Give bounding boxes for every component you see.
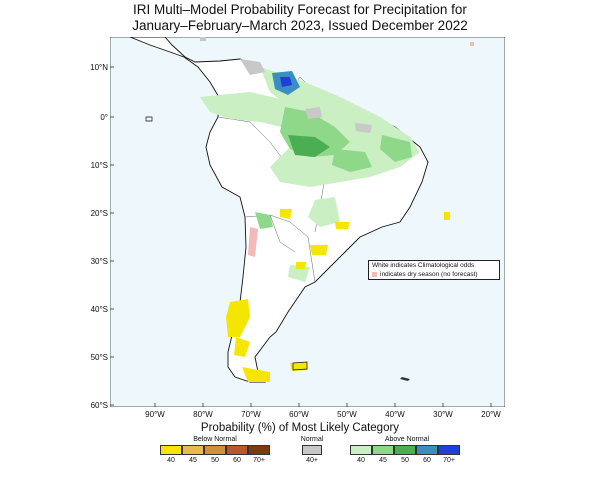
swatch-normal-40 [302, 445, 322, 455]
axis-ticks [110, 66, 492, 407]
tick-below-70: 70+ [253, 457, 265, 464]
falkland-islands [292, 361, 308, 371]
lat-label-0: 0° [100, 113, 108, 122]
lon-label-70w: 70°W [241, 410, 261, 419]
tick-below-50: 50 [211, 457, 219, 464]
swatch-above-40 [350, 445, 372, 455]
lon-label-20w: 20°W [481, 410, 501, 419]
galapagos [145, 116, 153, 122]
legend-below-normal-label: Below Normal [193, 436, 237, 443]
map-note-box: White indicates Climatological odds indi… [368, 260, 500, 280]
swatch-above-70 [438, 445, 460, 455]
tick-above-45: 45 [379, 457, 387, 464]
swatch-below-60 [226, 445, 248, 455]
below-normal-regions [226, 209, 450, 382]
swatch-below-70 [248, 445, 270, 455]
south-georgia [400, 377, 410, 381]
legend-normal-label: Normal [300, 436, 324, 443]
swatch-above-60 [416, 445, 438, 455]
tick-above-70: 70+ [443, 457, 455, 464]
swatch-above-50 [394, 445, 416, 455]
legend-above-normal-label: Above Normal [384, 436, 430, 443]
lat-label-10s: 10°S [90, 161, 108, 170]
lon-label-80w: 80°W [193, 410, 213, 419]
swatch-below-40 [160, 445, 182, 455]
lat-label-40s: 40°S [90, 305, 108, 314]
tick-above-50: 50 [401, 457, 409, 464]
lon-label-60w: 60°W [289, 410, 309, 419]
note-dry-season: indicates dry season (no forecast) [380, 271, 478, 278]
tick-below-60: 60 [233, 457, 241, 464]
lon-label-40w: 40°W [385, 410, 405, 419]
dry-season-region [248, 227, 258, 257]
map-title-line-1: IRI Multi–Model Probability Forecast for… [133, 2, 467, 17]
lon-label-50w: 50°W [337, 410, 357, 419]
swatch-above-45 [372, 445, 394, 455]
lat-label-10n: 10°N [90, 63, 108, 72]
lat-label-30s: 30°S [90, 257, 108, 266]
lat-label-20s: 20°S [90, 209, 108, 218]
lat-label-50s: 50°S [90, 353, 108, 362]
tick-above-60: 60 [423, 457, 431, 464]
swatch-below-45 [182, 445, 204, 455]
tick-normal-40: 40+ [306, 457, 318, 464]
dry-season-swatch [372, 272, 377, 277]
tick-below-45: 45 [189, 457, 197, 464]
forecast-map [110, 37, 505, 407]
legend-title: Probability (%) of Most Likely Category [200, 422, 400, 434]
lat-label-60s: 60°S [90, 401, 108, 410]
lon-label-30w: 30°W [433, 410, 453, 419]
note-white-climatology: White indicates Climatological odds [372, 262, 475, 269]
swatch-below-50 [204, 445, 226, 455]
tick-above-40: 40 [357, 457, 365, 464]
map-title-line-2: January–February–March 2023, Issued Dece… [132, 18, 468, 33]
lon-label-90w: 90°W [145, 410, 165, 419]
tick-below-40: 40 [167, 457, 175, 464]
normal-regions [200, 37, 372, 133]
above-normal-regions [200, 67, 420, 282]
